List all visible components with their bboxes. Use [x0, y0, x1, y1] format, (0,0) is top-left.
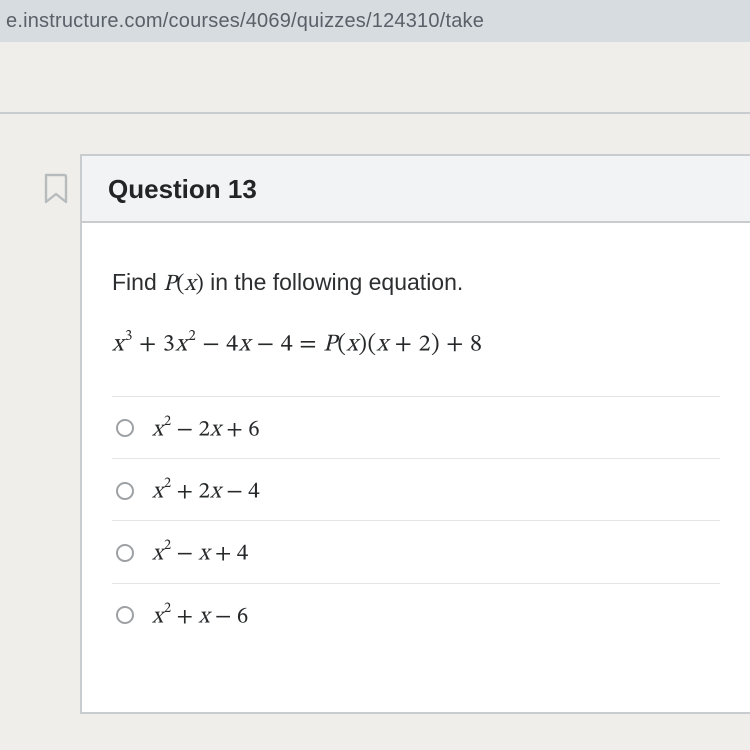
- option-math: x2 − 2x + 6: [152, 413, 260, 444]
- question-prompt: Find P(x) in the following equation.: [112, 269, 720, 299]
- url-bar[interactable]: e.instructure.com/courses/4069/quizzes/1…: [0, 0, 750, 42]
- radio-icon[interactable]: [116, 419, 134, 437]
- prompt-inline-math: P(x): [163, 273, 204, 296]
- question-number-label: Question 13: [108, 174, 724, 205]
- question-body: Find P(x) in the following equation. x3 …: [82, 223, 750, 655]
- answer-options: x2 − 2x + 6 x2 + 2x − 4 x2 − x + 4: [112, 396, 720, 645]
- question-card: Question 13 Find P(x) in the following e…: [80, 154, 750, 714]
- page-divider: [0, 112, 750, 114]
- radio-icon[interactable]: [116, 606, 134, 624]
- question-equation: x3 + 3x2 − 4x − 4 = P(x)(x + 2) + 8: [112, 327, 720, 360]
- radio-icon[interactable]: [116, 482, 134, 500]
- option-math: x2 − x + 4: [152, 537, 248, 568]
- option-math: x2 + x − 6: [152, 600, 248, 631]
- page-area: Question 13 Find P(x) in the following e…: [0, 42, 750, 714]
- flag-column: [32, 154, 80, 206]
- prompt-suffix: in the following equation.: [204, 269, 464, 295]
- answer-option[interactable]: x2 − 2x + 6: [112, 396, 720, 458]
- radio-icon[interactable]: [116, 544, 134, 562]
- prompt-prefix: Find: [112, 269, 163, 295]
- answer-option[interactable]: x2 + x − 6: [112, 583, 720, 645]
- question-header: Question 13: [82, 156, 750, 223]
- bookmark-outline-icon[interactable]: [41, 172, 71, 206]
- answer-option[interactable]: x2 + 2x − 4: [112, 458, 720, 520]
- question-wrap: Question 13 Find P(x) in the following e…: [0, 154, 750, 714]
- option-math: x2 + 2x − 4: [152, 475, 260, 506]
- answer-option[interactable]: x2 − x + 4: [112, 520, 720, 582]
- url-text: e.instructure.com/courses/4069/quizzes/1…: [6, 10, 484, 32]
